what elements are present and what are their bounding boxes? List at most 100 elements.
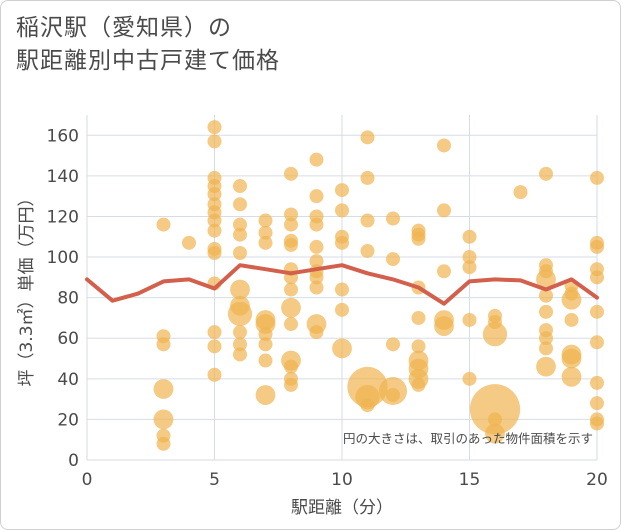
x-tick-labels: 0 5 10 15 20 (82, 470, 608, 490)
data-point (335, 203, 349, 218)
grid-lines (86, 115, 598, 461)
data-point (564, 312, 579, 327)
data-point (386, 252, 400, 267)
data-point (284, 207, 298, 222)
data-point (207, 246, 222, 260)
data-point (230, 279, 250, 300)
y-tick-labels: 0 20 40 60 80 100 120 140 160 (47, 126, 79, 471)
data-point (258, 327, 273, 342)
data-point (434, 316, 454, 336)
data-point (539, 341, 553, 356)
data-point (539, 264, 553, 279)
data-point (182, 235, 196, 250)
data-point (258, 337, 273, 352)
data-point (386, 388, 400, 403)
data-point (309, 280, 324, 295)
x-tick-label: 10 (331, 470, 353, 490)
data-point (488, 315, 502, 329)
data-point (539, 304, 553, 319)
data-point (309, 270, 324, 285)
data-point (309, 152, 324, 167)
data-point (207, 367, 222, 382)
data-point (284, 166, 298, 181)
data-point (284, 237, 298, 252)
data-point (284, 317, 298, 332)
data-point (207, 223, 222, 238)
data-point (156, 217, 171, 232)
data-point (309, 239, 324, 254)
data-point (153, 379, 174, 399)
y-tick-label: 120 (47, 207, 79, 227)
data-point (258, 213, 273, 228)
data-point (153, 409, 174, 430)
data-point (411, 310, 426, 325)
data-point (488, 412, 502, 427)
data-point (482, 322, 508, 347)
data-point (539, 331, 553, 346)
data-point (258, 235, 273, 250)
data-point (284, 359, 298, 374)
data-point (536, 356, 556, 377)
data-point (411, 339, 426, 354)
data-point (462, 229, 477, 244)
y-tick-label: 160 (47, 126, 79, 146)
data-point (590, 270, 604, 285)
data-point (469, 384, 521, 435)
data-point (233, 227, 247, 242)
data-point (462, 250, 477, 265)
data-point (255, 314, 276, 334)
y-tick-label: 60 (57, 329, 79, 349)
data-point (156, 436, 171, 451)
data-point (561, 366, 582, 387)
data-point (564, 286, 579, 301)
data-point (309, 189, 324, 204)
data-point (462, 260, 477, 275)
data-point (590, 170, 604, 185)
data-point (360, 398, 375, 413)
average-line (85, 263, 599, 306)
data-point (233, 217, 247, 232)
y-tick-label: 140 (47, 167, 79, 187)
data-point (233, 179, 247, 194)
data-point (539, 288, 553, 303)
data-point (284, 282, 298, 297)
data-point (485, 423, 505, 444)
data-point (386, 337, 400, 352)
y-tick-label: 0 (68, 451, 79, 471)
data-point (360, 130, 375, 145)
data-point (332, 338, 352, 359)
data-point (360, 170, 375, 185)
data-point (258, 353, 273, 368)
bubble-size-annotation: 円の大きさは、取引のあった物件面積を示す (343, 431, 593, 446)
data-point (437, 203, 451, 218)
data-point (230, 295, 250, 316)
data-point (207, 134, 222, 149)
x-tick-label: 20 (586, 470, 608, 490)
data-point (386, 211, 400, 226)
chart-title: 稲沢駅（愛知県）の 駅距離別中古戸建て価格 (16, 12, 280, 78)
bubble-series (153, 120, 604, 451)
data-point (590, 396, 604, 411)
data-point (156, 337, 171, 352)
data-point (411, 231, 426, 246)
data-point (284, 217, 298, 232)
data-point (411, 377, 426, 392)
data-point (233, 325, 247, 340)
data-point (539, 166, 553, 181)
data-point (233, 197, 247, 212)
x-tick-label: 15 (459, 470, 481, 490)
data-point (309, 325, 324, 340)
chart-title-line1: 稲沢駅（愛知県）の (16, 15, 232, 41)
x-axis-title: 駅距離（分） (291, 498, 393, 518)
data-point (590, 335, 604, 350)
data-point (309, 217, 324, 232)
data-point (207, 187, 222, 202)
data-point (335, 282, 349, 297)
data-point (309, 254, 324, 269)
data-point (513, 185, 528, 200)
data-point (258, 225, 273, 240)
y-tick-label: 20 (57, 410, 79, 430)
data-point (590, 375, 604, 390)
y-tick-label: 80 (57, 289, 79, 309)
